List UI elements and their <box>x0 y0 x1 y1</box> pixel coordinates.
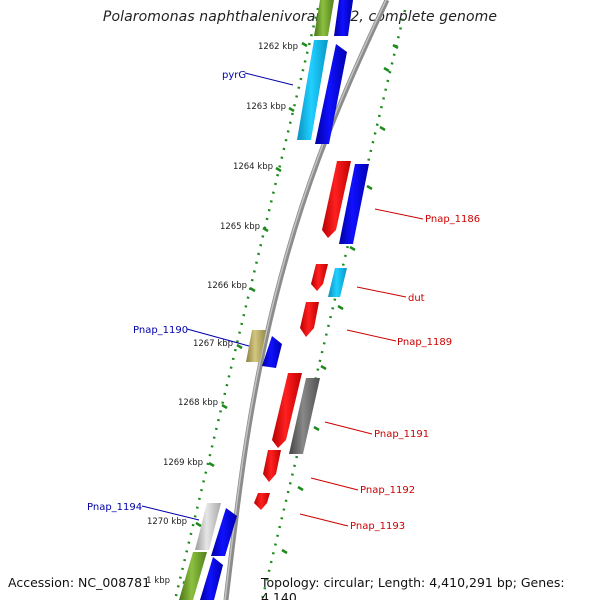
gene-blue-bottom <box>200 557 223 600</box>
kbp-label-1264: 1264 kbp <box>233 162 273 172</box>
kbp-label-1263: 1263 kbp <box>246 102 286 112</box>
gene-label-Pnap_1190[interactable]: Pnap_1190 <box>133 325 188 336</box>
gene-label-Pnap_1193[interactable]: Pnap_1193 <box>350 521 405 532</box>
forward-gene-labels: Pnap_1186 dut Pnap_1189 Pnap_1191 Pnap_1… <box>350 214 480 532</box>
gene-Pnap_1190-olive <box>246 330 266 362</box>
kbp-label-1: 1 kbp <box>146 576 170 586</box>
inner-scale-ring <box>173 7 320 600</box>
gene-green-top <box>314 0 334 36</box>
forward-leader-lines <box>299 208 424 527</box>
gene-Pnap_1194-blue <box>211 508 237 556</box>
kbp-label-1269: 1269 kbp <box>163 458 203 468</box>
gene-Pnap_1186-blue <box>339 164 369 244</box>
kbp-labels: 1262 kbp 1263 kbp 1264 kbp 1265 kbp 1266… <box>146 42 298 586</box>
gene-label-Pnap_1192[interactable]: Pnap_1192 <box>360 485 415 496</box>
kbp-label-1267: 1267 kbp <box>193 339 233 349</box>
gene-Pnap_1186-red <box>322 161 351 238</box>
gene-Pnap_1193 <box>254 493 270 510</box>
gene-Pnap_1191-gray <box>289 378 320 454</box>
gene-label-pyrG[interactable]: pyrG <box>222 70 246 81</box>
accession-text: Accession: NC_008781 <box>8 575 151 590</box>
gene-label-dut[interactable]: dut <box>408 293 425 304</box>
gene-blue-top <box>334 0 353 36</box>
gene-dut-cyan <box>328 268 347 297</box>
gene-Pnap_1192 <box>263 450 281 482</box>
gene-blue-1 <box>315 44 347 144</box>
gene-Pnap_1194-gray <box>195 503 221 550</box>
reverse-leader-lines <box>141 72 294 521</box>
genome-backbone <box>223 0 390 600</box>
kbp-ticks <box>182 41 399 587</box>
kbp-label-1262: 1262 kbp <box>258 42 298 52</box>
gene-Pnap_1191-red <box>272 373 302 448</box>
kbp-label-1265: 1265 kbp <box>220 222 260 232</box>
kbp-label-1266: 1266 kbp <box>207 281 247 291</box>
outer-scale-ring <box>260 9 407 600</box>
gene-Pnap_1189 <box>300 302 319 337</box>
page-title: Polaromonas naphthalenivorans CJ2, compl… <box>102 9 498 25</box>
gene-Pnap_1190-blue <box>262 336 282 368</box>
kbp-label-1268: 1268 kbp <box>178 398 218 408</box>
gene-label-Pnap_1191[interactable]: Pnap_1191 <box>374 429 429 440</box>
kbp-label-1270: 1270 kbp <box>147 517 187 527</box>
gene-label-Pnap_1194[interactable]: Pnap_1194 <box>87 502 142 513</box>
gene-dut-red <box>311 264 328 291</box>
gene-pyrG <box>297 40 328 140</box>
topology-text: Topology: circular; Length: 4,410,291 bp… <box>261 575 565 600</box>
gene-label-Pnap_1186[interactable]: Pnap_1186 <box>425 214 480 225</box>
gene-label-Pnap_1189[interactable]: Pnap_1189 <box>397 337 452 348</box>
gene-green-bottom <box>179 552 207 600</box>
reverse-gene-labels: pyrG Pnap_1190 Pnap_1194 <box>87 70 246 513</box>
